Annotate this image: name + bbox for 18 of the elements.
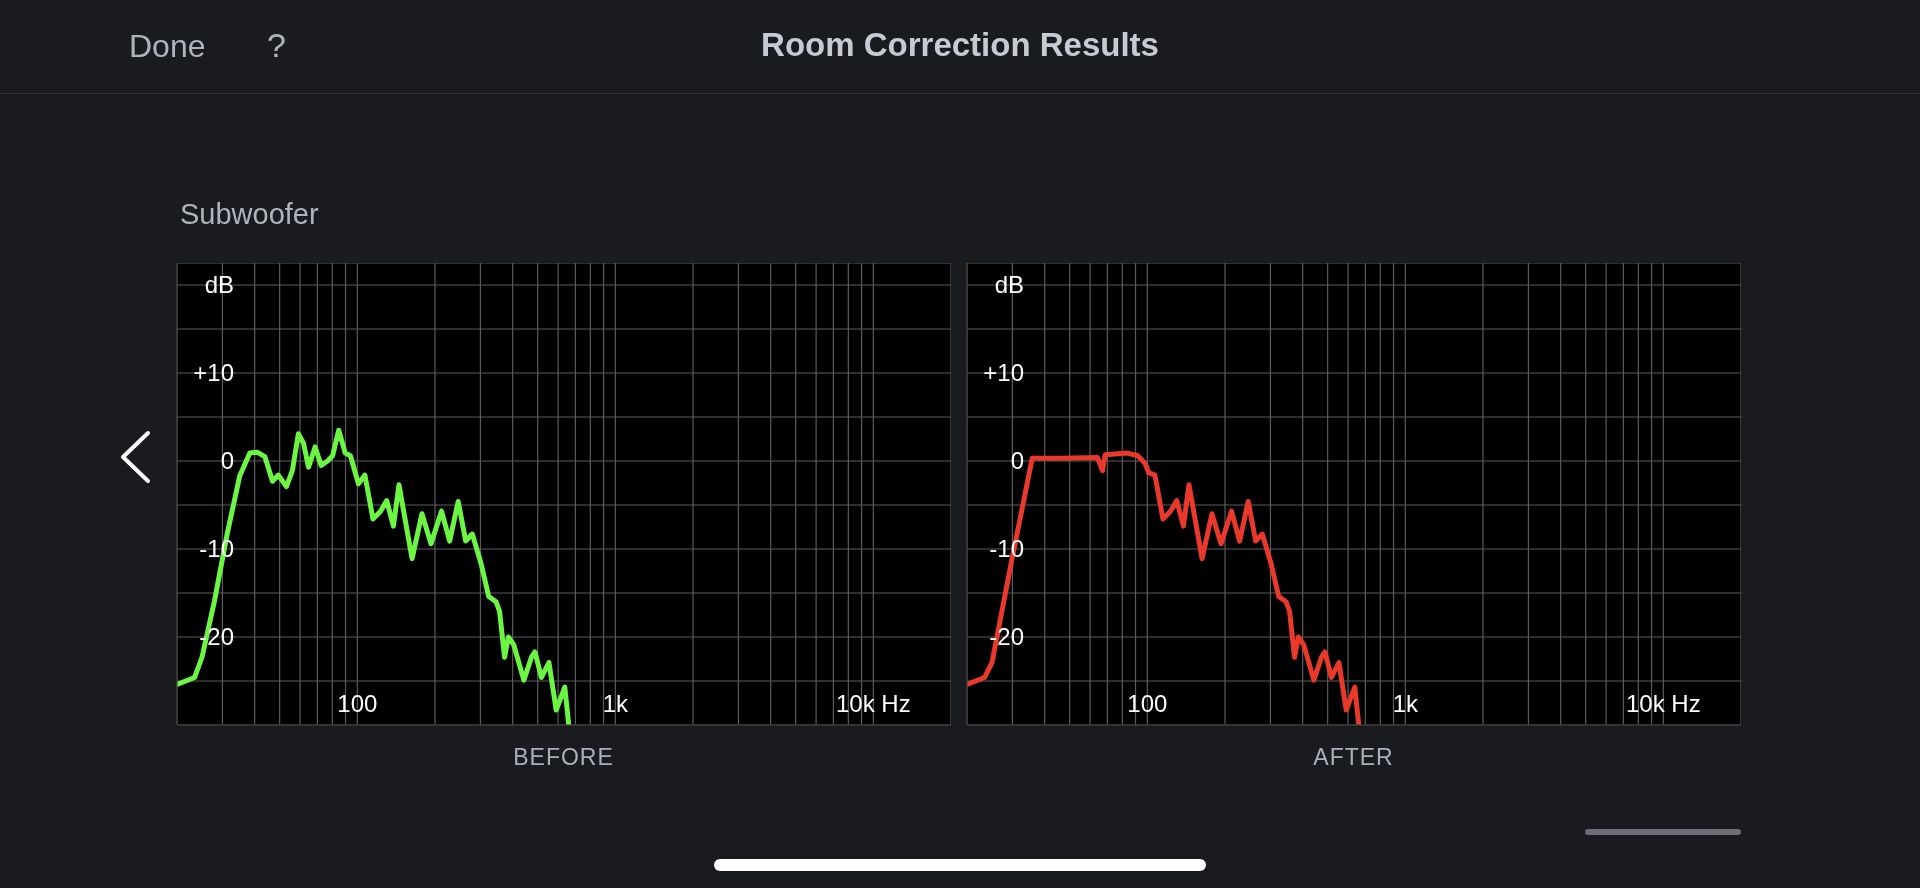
x-tick-label: 10k Hz [1625, 690, 1701, 717]
chart-subtitle: Subwoofer [180, 198, 319, 231]
chart-title: Room Correction Results [761, 26, 1159, 63]
y-tick-label: 0 [1010, 447, 1024, 474]
x-tick-label: 100 [1127, 690, 1168, 717]
y-tick-label: dB [994, 271, 1024, 298]
y-tick-label: dB [204, 271, 234, 298]
x-axis-title: AFTER [1312, 744, 1395, 771]
text: Done [129, 28, 206, 65]
y-tick-label: +10 [193, 359, 234, 386]
x-tick-label: 1k [1392, 690, 1419, 717]
x-tick-label: 100 [337, 690, 378, 717]
y-tick-label: +10 [983, 359, 1024, 386]
text: ? [267, 26, 286, 65]
y-tick-label: 0 [220, 447, 234, 474]
x-tick-label: 1k [602, 690, 629, 717]
x-tick-label: 10k Hz [835, 690, 911, 717]
x-axis-title: BEFORE [512, 744, 615, 771]
